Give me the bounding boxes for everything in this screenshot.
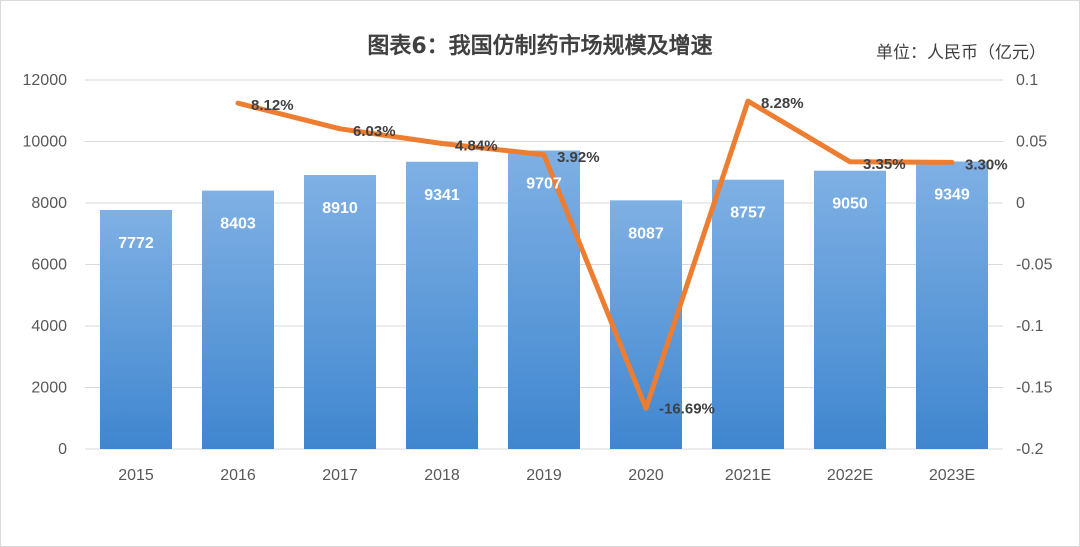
y-left-tick-label: 12000 xyxy=(23,72,68,89)
rate-data-label: 3.35% xyxy=(863,156,906,173)
growth-rate-line xyxy=(235,98,955,411)
rate-data-label: 3.30% xyxy=(965,156,1008,173)
y-right-tick-label: 0.1 xyxy=(1016,72,1038,89)
bar xyxy=(100,210,172,449)
x-tick-label: 2017 xyxy=(322,467,358,484)
bar-data-label: 9349 xyxy=(934,187,970,204)
x-tick-label: 2015 xyxy=(118,467,154,484)
bar-data-label: 8403 xyxy=(220,216,256,233)
rate-data-label: 4.84% xyxy=(455,137,498,154)
bar-data-label: 8087 xyxy=(628,225,664,242)
y-right-tick-label: 0.05 xyxy=(1016,134,1047,151)
y-right-tick-label: 0 xyxy=(1016,195,1025,212)
x-tick-label: 2016 xyxy=(220,467,256,484)
y-left-tick-label: 8000 xyxy=(31,195,67,212)
y-left-tick-label: 4000 xyxy=(31,318,67,335)
bar xyxy=(406,161,478,449)
unit-label: 单位：人民币（亿元） xyxy=(876,43,1046,63)
x-tick-label: 2019 xyxy=(526,467,562,484)
x-tick-label: 2023E xyxy=(929,467,975,484)
rate-data-label: 3.92% xyxy=(557,149,600,166)
bar-data-label: 8910 xyxy=(322,200,358,217)
bar xyxy=(916,161,988,449)
bar-data-label: 9707 xyxy=(526,176,562,193)
bar xyxy=(508,150,580,449)
y-right-tick-label: -0.1 xyxy=(1016,318,1044,335)
x-tick-label: 2022E xyxy=(827,467,873,484)
y-right-tick-label: -0.05 xyxy=(1016,257,1053,274)
bar xyxy=(712,179,784,450)
rate-data-label: 8.12% xyxy=(251,97,294,114)
rate-data-label: 6.03% xyxy=(353,123,396,140)
y-left-tick-label: 10000 xyxy=(23,134,68,151)
bar xyxy=(814,170,886,449)
y-right-tick-label: -0.2 xyxy=(1016,441,1044,458)
rate-data-label: 8.28% xyxy=(761,95,804,112)
y-left-tick-label: 0 xyxy=(58,441,67,458)
chart-title: 图表6：我国仿制药市场规模及增速 xyxy=(367,34,713,59)
bar-data-label: 7772 xyxy=(118,235,154,252)
bar-data-label: 9050 xyxy=(832,196,868,213)
y-right-tick-label: -0.15 xyxy=(1016,380,1053,397)
y-left-tick-label: 6000 xyxy=(31,257,67,274)
x-tick-label: 2020 xyxy=(628,467,664,484)
bar-data-label: 8757 xyxy=(730,205,766,222)
bar-data-label: 9341 xyxy=(424,187,460,204)
y-left-tick-label: 2000 xyxy=(31,380,67,397)
x-tick-label: 2021E xyxy=(725,467,771,484)
rate-data-label: -16.69% xyxy=(659,400,715,417)
x-tick-label: 2018 xyxy=(424,467,460,484)
bar xyxy=(304,175,376,449)
bar xyxy=(202,190,274,449)
